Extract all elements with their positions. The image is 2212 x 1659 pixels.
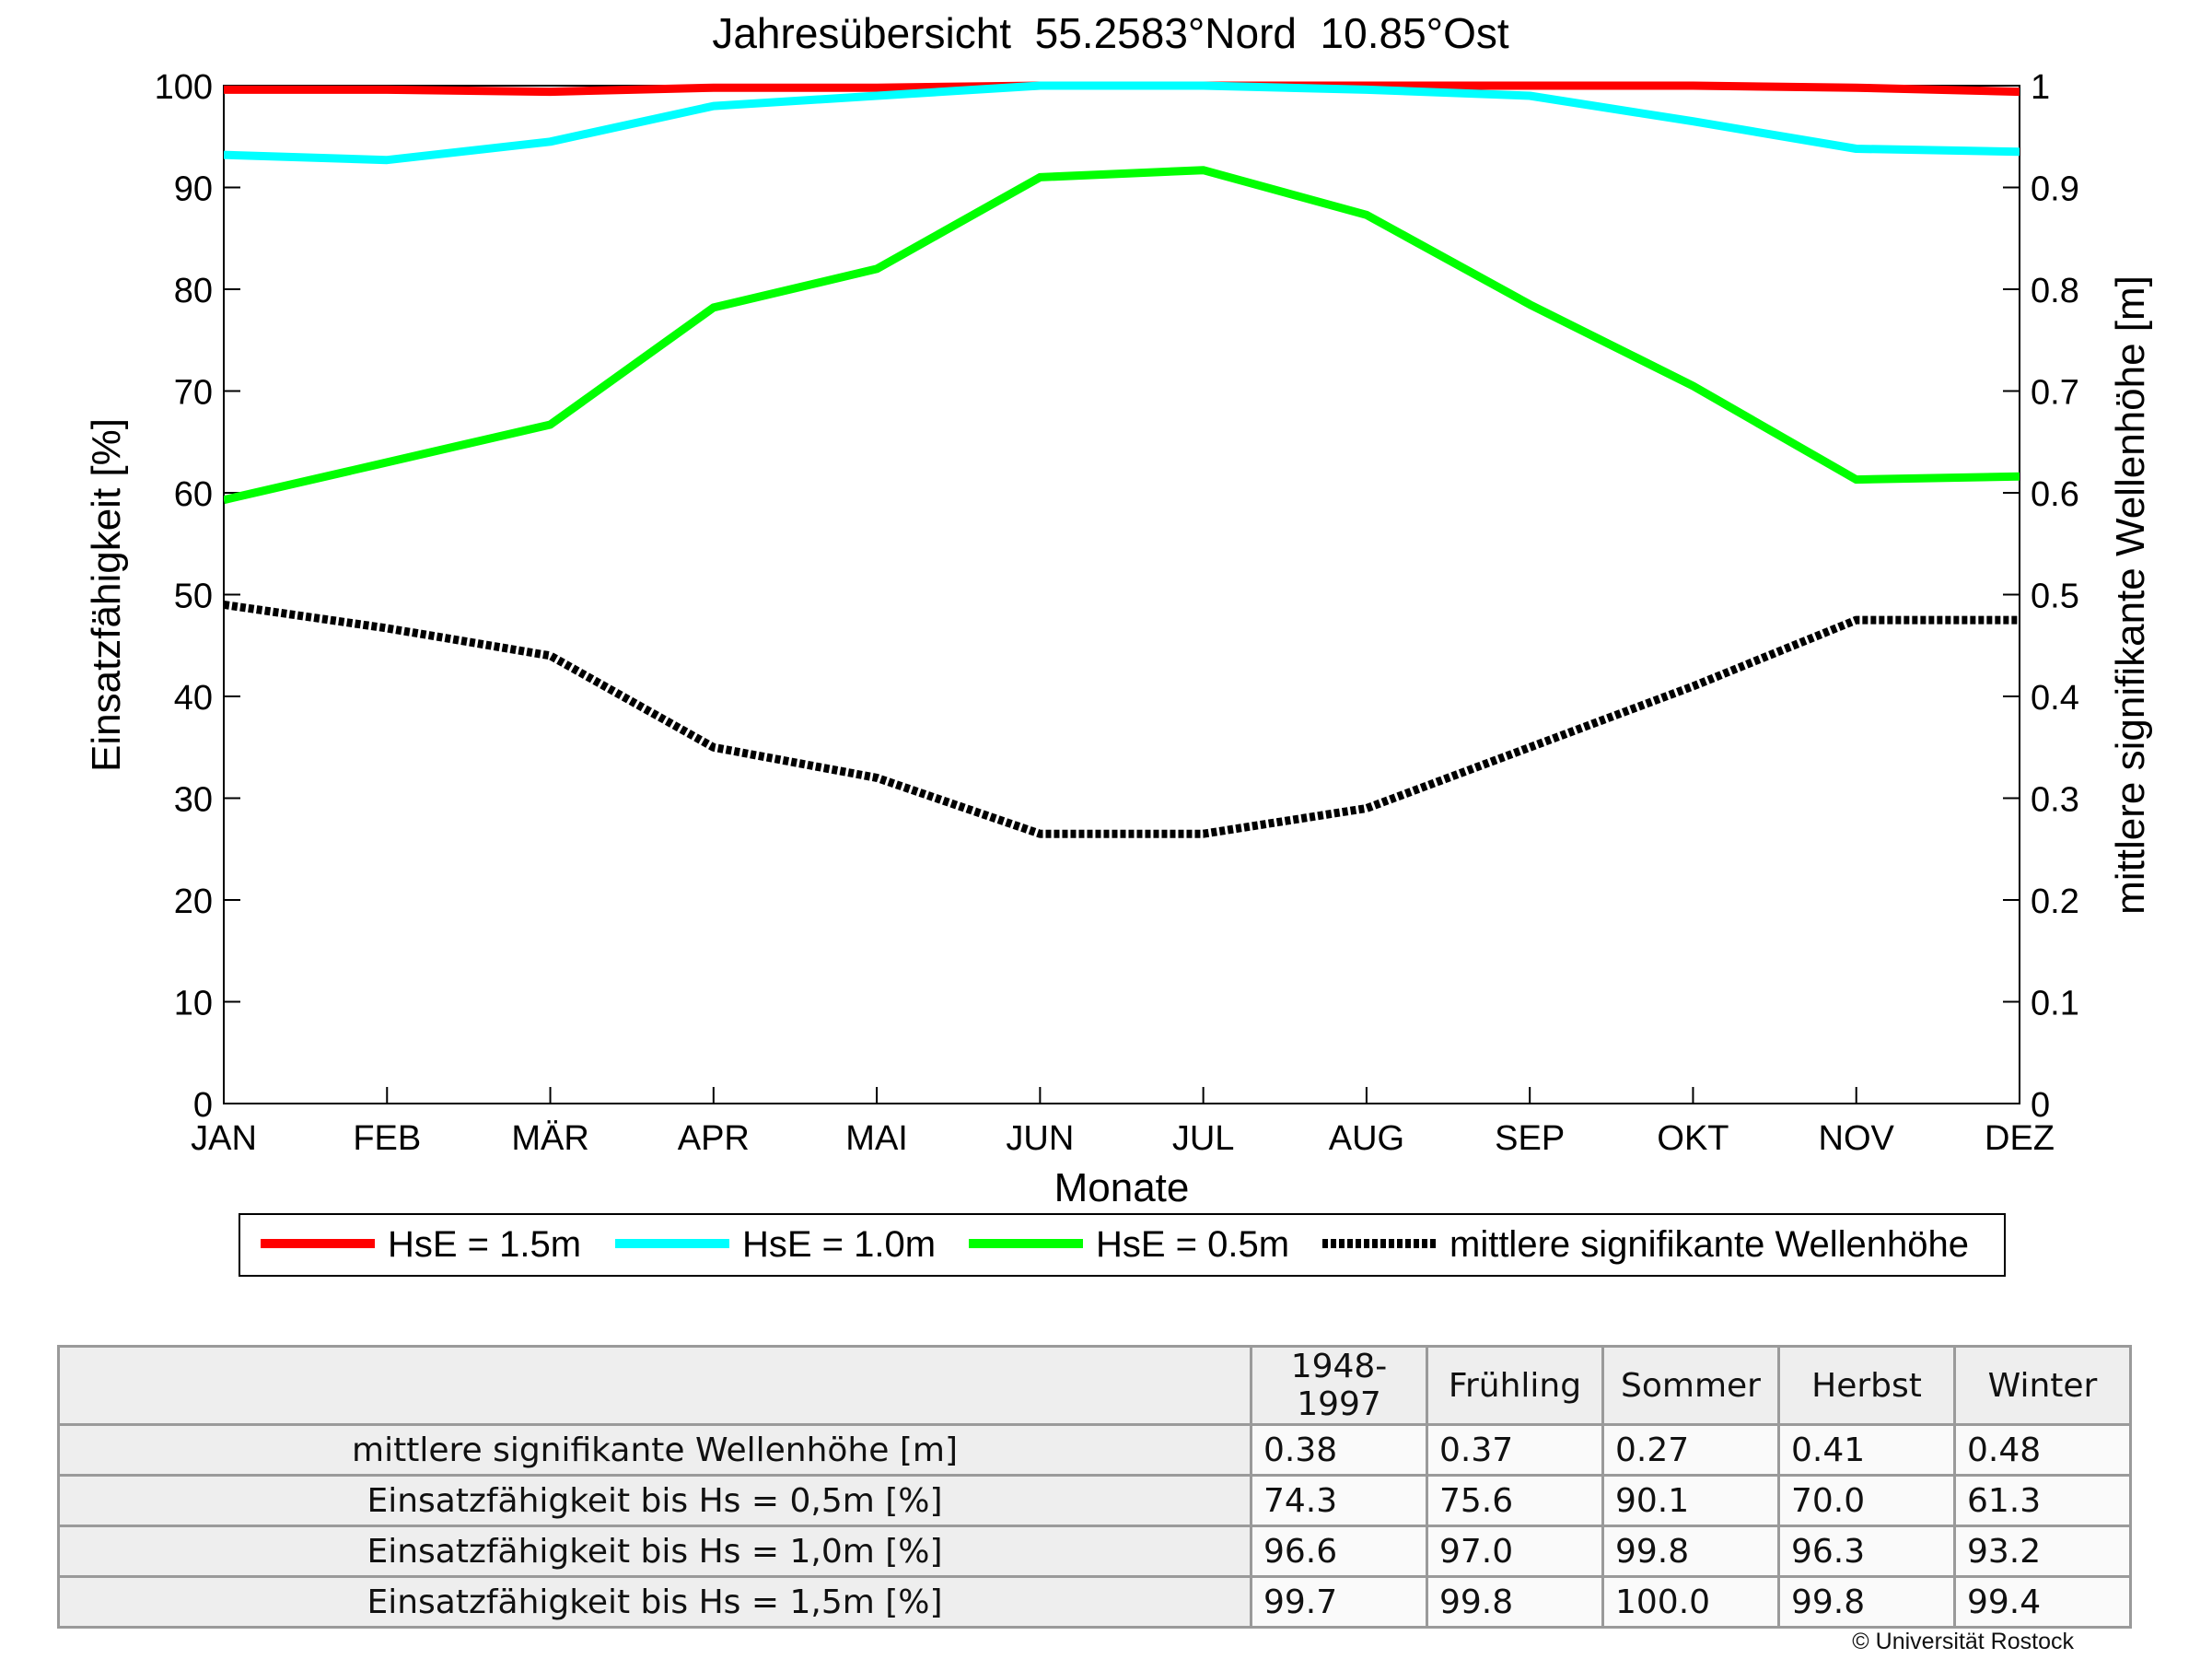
y-tick-label-right: 1 — [2031, 68, 2050, 107]
table-col-header: Sommer — [1601, 1345, 1780, 1426]
y-tick-label-right: 0.4 — [2031, 679, 2079, 718]
x-axis: JAN FEB MÄR APR MAI JUN JUL AUG SEP OKT NOV DEZ — [191, 1087, 2055, 1158]
x-tick-label: DEZ — [1985, 1119, 2055, 1158]
table-row-label: Einsatzfähigkeit bis Hs = 0,5m [%] — [57, 1474, 1252, 1527]
table-col-header: 1948-1997 — [1250, 1345, 1428, 1426]
table-cell: 74.3 — [1250, 1474, 1428, 1527]
y-tick-label-left: 10 — [174, 985, 213, 1023]
table-cell: 99.8 — [1777, 1575, 1956, 1629]
y-tick-label-left: 50 — [174, 578, 213, 616]
x-tick-label: MAI — [845, 1119, 908, 1158]
x-tick-label: OKT — [1657, 1119, 1729, 1158]
y-tick-label-right: 0.2 — [2031, 882, 2079, 921]
table-cell: 96.3 — [1777, 1525, 1956, 1578]
x-axis-label: Monate — [1054, 1165, 1190, 1210]
table-row-label: mittlere signifikante Wellenhöhe [m] — [57, 1423, 1252, 1477]
table-cell: 99.8 — [1601, 1525, 1780, 1578]
table-cell: 0.37 — [1426, 1423, 1604, 1477]
table-cell: 0.38 — [1250, 1423, 1428, 1477]
table-row-label: Einsatzfähigkeit bis Hs = 1,5m [%] — [57, 1575, 1252, 1629]
legend-label-0: HsE = 1.5m — [388, 1224, 581, 1265]
legend-items: HsE = 1.5m HsE = 1.0m HsE = 0.5m mittlere s… — [261, 1224, 1969, 1265]
y-axis-label-left: Einsatzfähigkeit [%] — [84, 418, 129, 772]
x-tick-label: JUL — [1172, 1119, 1235, 1158]
x-tick-label: AUG — [1329, 1119, 1404, 1158]
legend: HsE = 1.5m HsE = 1.0m HsE = 0.5m mittlere s… — [239, 1213, 2006, 1277]
table-cell: 97.0 — [1426, 1525, 1604, 1578]
table-col-header: Herbst — [1777, 1345, 1956, 1426]
chart-title: Jahresübersicht 55.2583°Nord 10.85°Ost — [712, 9, 1509, 57]
table-row: mittlere signifikante Wellenhöhe [m] 0.3… — [57, 1423, 2132, 1477]
table-row: Einsatzfähigkeit bis Hs = 1,0m [%] 96.6 … — [57, 1525, 2132, 1578]
stats-table: 1948-1997 Frühling Sommer Herbst Winter … — [57, 1345, 2132, 1629]
x-tick-label: SEP — [1495, 1119, 1565, 1158]
y-tick-label-left: 0 — [193, 1086, 213, 1125]
table-row: Einsatzfähigkeit bis Hs = 0,5m [%] 74.3 … — [57, 1474, 2132, 1527]
y-tick-label-right: 0 — [2031, 1086, 2050, 1125]
table-corner-cell — [57, 1345, 1252, 1426]
table-cell: 93.2 — [1953, 1525, 2132, 1578]
table-cell: 96.6 — [1250, 1525, 1428, 1578]
table-cell: 61.3 — [1953, 1474, 2132, 1527]
series-layer — [224, 81, 2020, 838]
table-cell: 0.48 — [1953, 1423, 2132, 1477]
table-cell: 99.8 — [1426, 1575, 1604, 1629]
table-row: Einsatzfähigkeit bis Hs = 1,5m [%] 99.7 … — [57, 1575, 2132, 1629]
legend-label-2: HsE = 0.5m — [1096, 1224, 1289, 1265]
table-cell: 70.0 — [1777, 1474, 1956, 1527]
y-tick-label-right: 0.6 — [2031, 475, 2079, 514]
x-tick-label: APR — [678, 1119, 750, 1158]
table-header-row: 1948-1997 Frühling Sommer Herbst Winter — [57, 1345, 2132, 1426]
table-cell: 0.27 — [1601, 1423, 1780, 1477]
x-tick-label: JUN — [1006, 1119, 1074, 1158]
table-row-label: Einsatzfähigkeit bis Hs = 1,0m [%] — [57, 1525, 1252, 1578]
table-cell: 75.6 — [1426, 1474, 1604, 1527]
x-tick-label: JAN — [191, 1119, 257, 1158]
copyright-notice: © Universität Rostock — [1852, 1629, 2074, 1654]
y-tick-label-left: 40 — [174, 679, 213, 718]
y-axis-left: 0 10 20 30 40 50 60 70 80 90 100 — [155, 68, 240, 1125]
y-tick-label-left: 60 — [174, 475, 213, 514]
table-cell: 100.0 — [1601, 1575, 1780, 1629]
y-tick-label-right: 0.3 — [2031, 781, 2079, 820]
y-tick-label-left: 30 — [174, 781, 213, 820]
legend-box — [239, 1213, 2006, 1277]
series-line-3 — [224, 601, 2020, 838]
table-col-header: Winter — [1953, 1345, 2132, 1426]
y-tick-label-left: 100 — [155, 68, 213, 107]
y-tick-label-right: 0.5 — [2031, 578, 2079, 616]
table-col-header: Frühling — [1426, 1345, 1604, 1426]
y-tick-label-right: 0.1 — [2031, 985, 2079, 1023]
y-tick-label-left: 70 — [174, 374, 213, 413]
y-tick-label-left: 20 — [174, 882, 213, 921]
x-tick-label: NOV — [1819, 1119, 1895, 1158]
table-cell: 99.7 — [1250, 1575, 1428, 1629]
chart: Jahresübersicht 55.2583°Nord 10.85°Ost 0… — [84, 9, 2153, 1277]
x-tick-label: MÄR — [511, 1119, 588, 1158]
x-tick-label: FEB — [353, 1119, 421, 1158]
y-tick-label-right: 0.7 — [2031, 374, 2079, 413]
y-axis-right: 0 0.1 0.2 0.3 0.4 0.5 0.6 0.7 0.8 0.9 1 — [2003, 68, 2079, 1125]
y-axis-label-right: mittlere signifikante Wellenhöhe [m] — [2108, 275, 2153, 915]
y-tick-label-left: 80 — [174, 272, 213, 310]
y-tick-label-left: 90 — [174, 170, 213, 209]
table-cell: 90.1 — [1601, 1474, 1780, 1527]
y-tick-label-right: 0.8 — [2031, 272, 2079, 310]
table-cell: 0.41 — [1777, 1423, 1956, 1477]
table-cell: 99.4 — [1953, 1575, 2132, 1629]
series-line-1 — [224, 81, 2020, 165]
y-tick-label-right: 0.9 — [2031, 170, 2079, 209]
legend-label-3: mittlere signifikante Wellenhöhe — [1449, 1224, 1969, 1265]
plot-area — [223, 85, 2020, 1104]
legend-label-1: HsE = 1.0m — [742, 1224, 936, 1265]
series-line-2 — [224, 166, 2020, 505]
